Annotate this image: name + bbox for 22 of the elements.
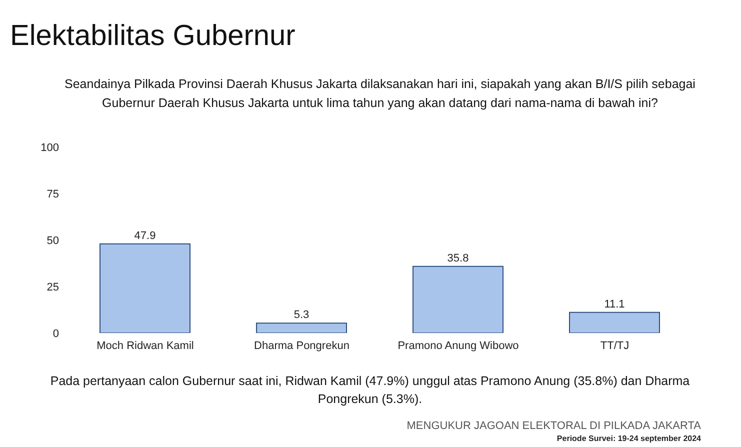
chart-title: Elektabilitas Gubernur bbox=[10, 20, 296, 53]
bar bbox=[412, 266, 504, 333]
bar bbox=[256, 322, 347, 333]
data-label: 11.1 bbox=[604, 298, 625, 310]
x-tick-label: TT/TJ bbox=[600, 340, 630, 352]
text: MENGUKUR JAGOAN ELEKTORAL DI PILKADA JAKARTA bbox=[406, 420, 701, 432]
data-label: 47.9 bbox=[134, 230, 156, 242]
y-tick-label: 50 bbox=[46, 234, 59, 247]
y-tick-label: 25 bbox=[46, 281, 59, 294]
y-tick-label: 0 bbox=[52, 328, 59, 340]
y-tick-label: 100 bbox=[40, 142, 59, 154]
text: Periode Survei: 19-24 september 2024 bbox=[556, 434, 701, 443]
y-tick-label: 75 bbox=[46, 188, 59, 200]
bar bbox=[100, 243, 190, 333]
text: Pada pertanyaan calon Gubernur saat ini, Ridwan Kamil (47.9%) unggul atas Pramono Anung (35.8%) dan Dharma Pongrekun (5.3%). bbox=[49, 373, 691, 408]
data-label: 35.8 bbox=[447, 252, 469, 264]
bar bbox=[569, 312, 660, 333]
x-tick-label: Moch Ridwan Kamil bbox=[96, 340, 194, 352]
x-tick-label: Pramono Anung Wibowo bbox=[398, 340, 519, 352]
data-label: 5.3 bbox=[294, 309, 310, 322]
x-tick-label: Dharma Pongrekun bbox=[254, 340, 350, 352]
chart-subtitle: Seandainya Pilkada Provinsi Daerah Khusus Jakarta dilaksanakan hari ini, siapakah yang akan B/I/S pilih sebagai Gubernur Daerah Khusus Jakarta untuk lima tahun yang akan datang dari nama-nama di bawah ini? bbox=[64, 76, 696, 112]
